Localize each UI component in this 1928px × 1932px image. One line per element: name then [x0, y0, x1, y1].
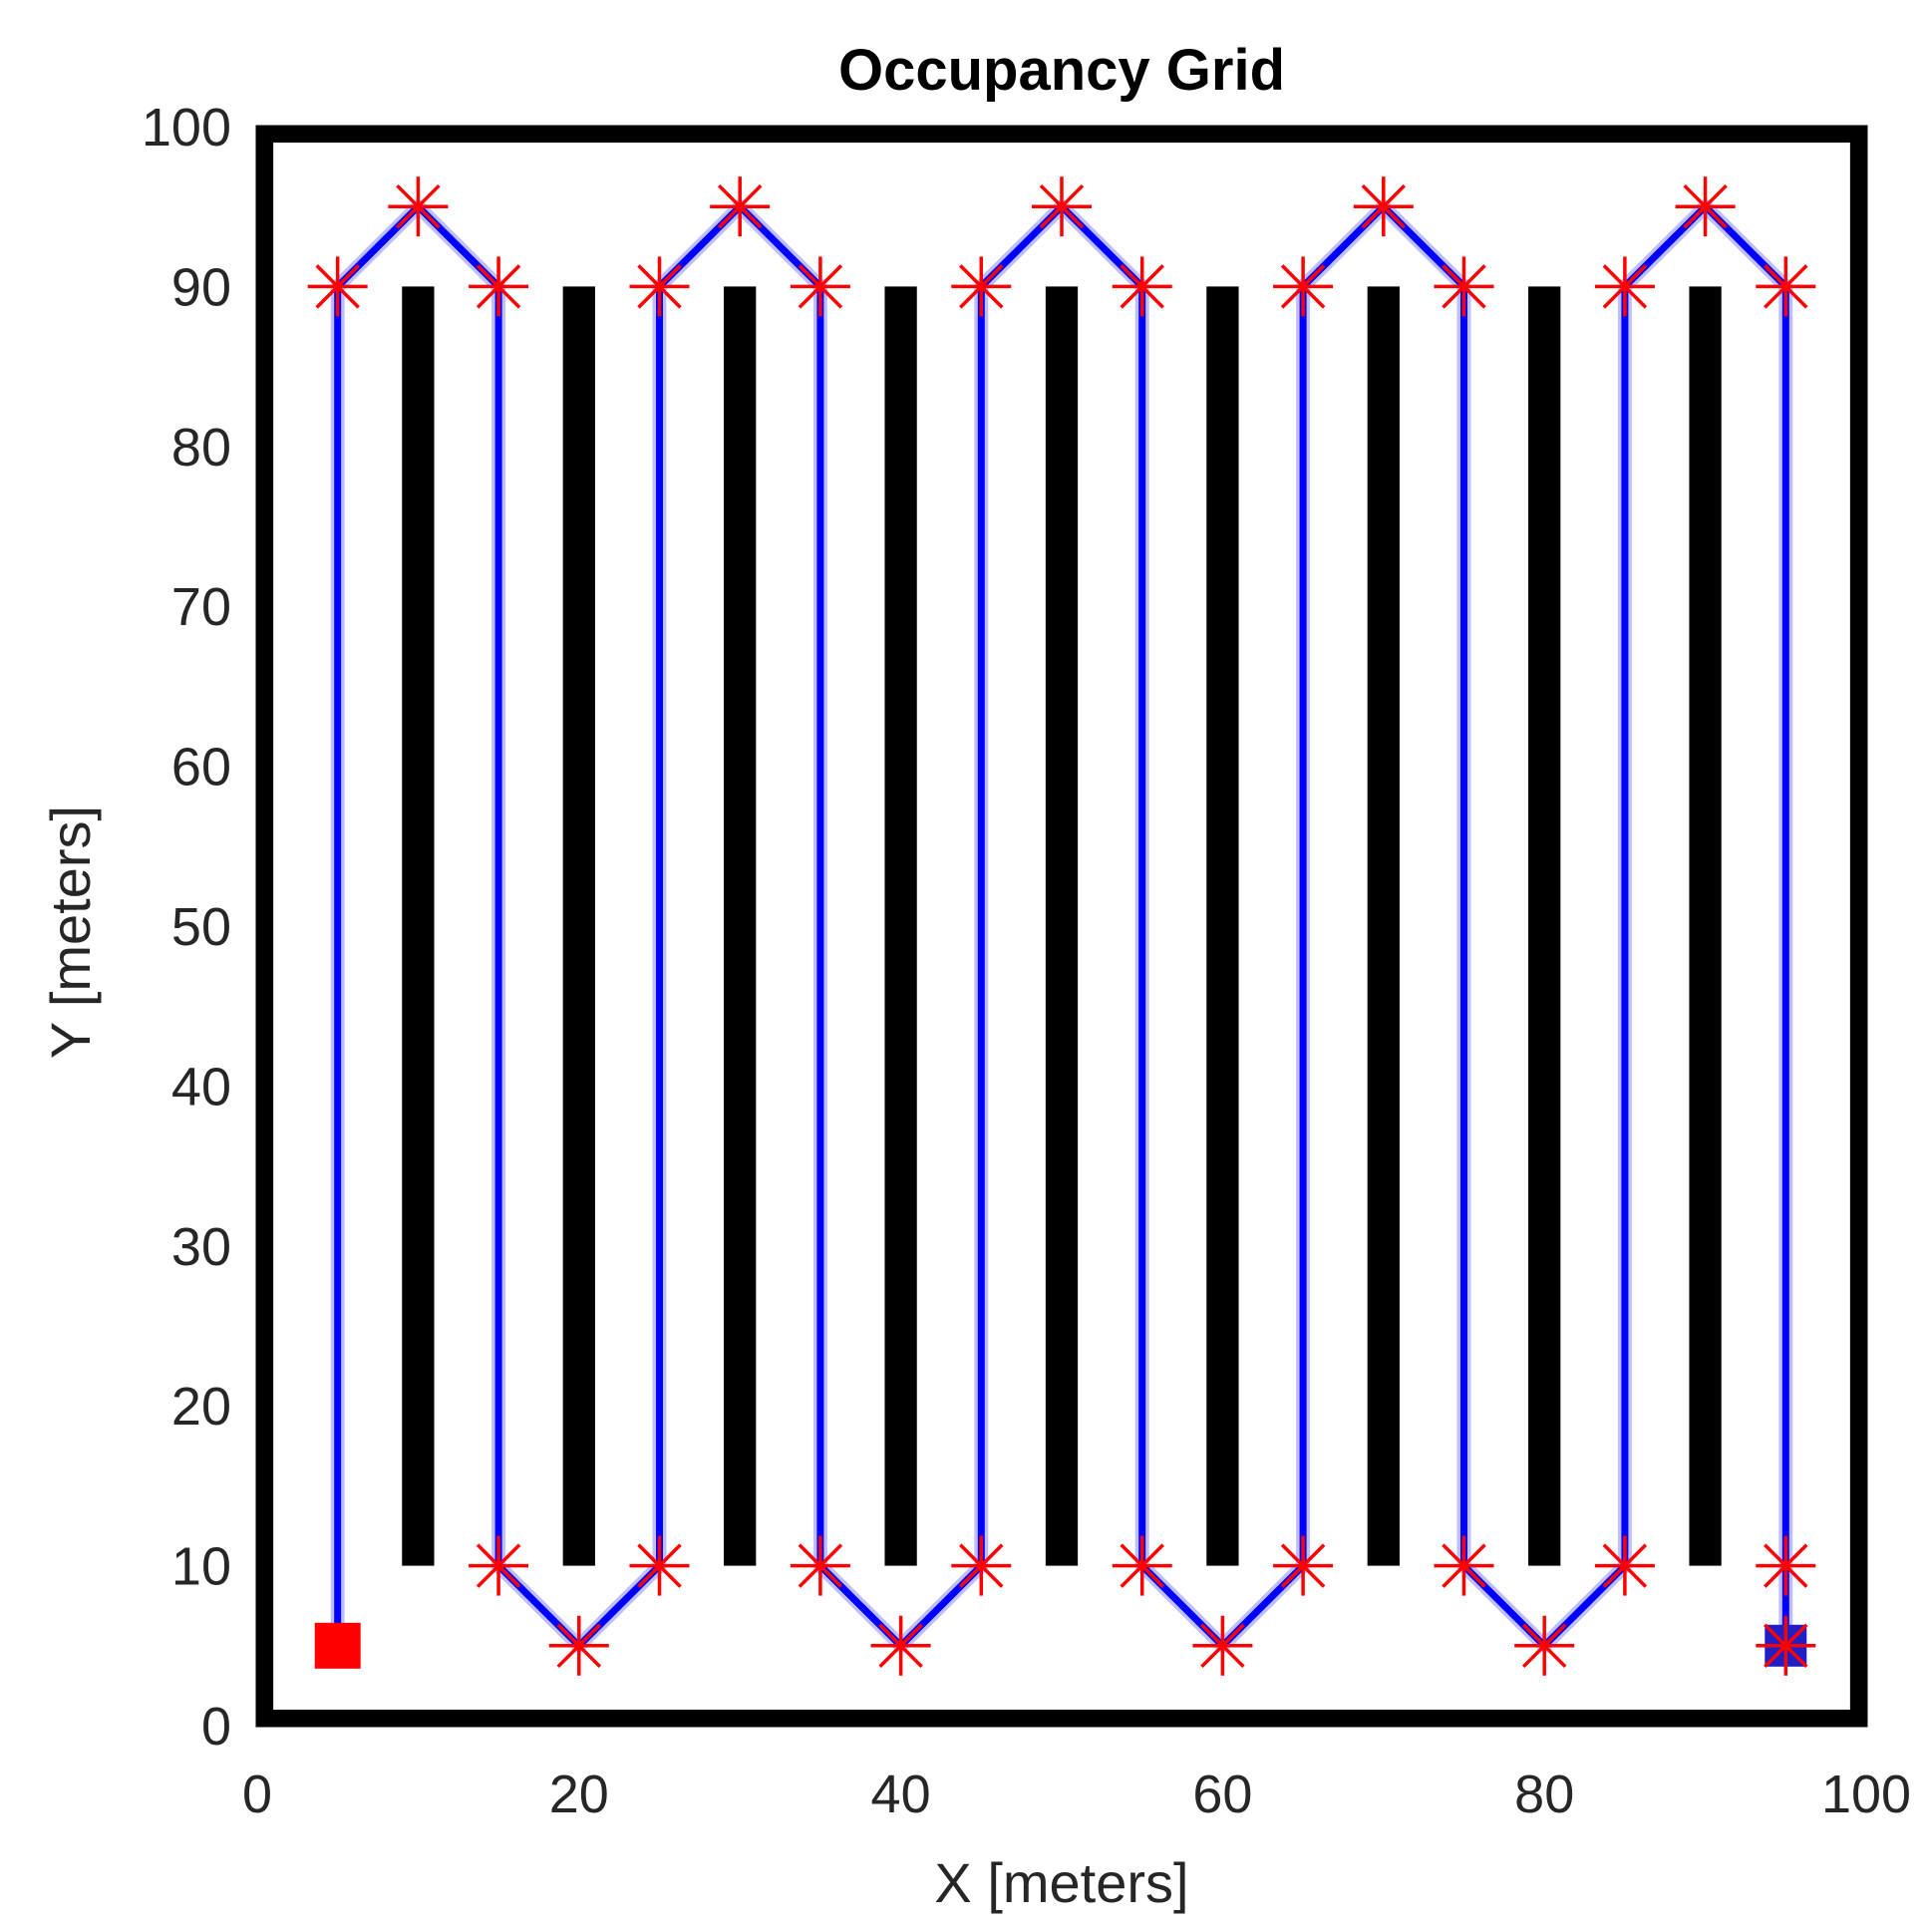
obstacle-2 [724, 286, 757, 1566]
obstacle-1 [562, 286, 595, 1566]
waypoint-marker [1112, 1535, 1172, 1596]
waypoint-marker [629, 256, 690, 317]
plot-area [255, 125, 1868, 1728]
waypoint-marker [548, 1615, 609, 1676]
waypoint-marker [870, 1615, 931, 1676]
chart-title: Occupancy Grid [838, 38, 1285, 103]
x-tick-label: 0 [242, 1765, 272, 1824]
waypoint-marker [1353, 176, 1414, 237]
waypoint-marker [1434, 1535, 1494, 1596]
x-tick-label: 60 [1192, 1765, 1252, 1824]
y-axis-label: Y [meters] [39, 805, 102, 1059]
waypoint-marker [1192, 1615, 1253, 1676]
waypoint-marker [1675, 176, 1736, 237]
waypoint-marker [1273, 256, 1334, 317]
waypoint-marker [1514, 1615, 1575, 1676]
obstacle-9 [257, 1709, 1866, 1726]
waypoint-marker [1112, 256, 1172, 317]
waypoint-marker [1594, 256, 1655, 317]
y-tick-label: 100 [142, 98, 231, 158]
waypoint-marker [388, 176, 449, 237]
obstacle-8 [1689, 286, 1722, 1566]
y-tick-label: 20 [171, 1377, 231, 1437]
y-tick-label: 60 [171, 738, 231, 798]
waypoint-marker [469, 1535, 529, 1596]
waypoint-marker [951, 256, 1012, 317]
waypoint-marker [1434, 256, 1494, 317]
obstacle-7 [1528, 286, 1561, 1566]
x-tick-label: 100 [1821, 1765, 1911, 1824]
waypoint-marker [790, 1535, 850, 1596]
tick-labels: 0 20 40 60 80 100 0 10 20 30 40 50 60 70 80 90 100 [142, 98, 1911, 1824]
obstacle-3 [884, 286, 917, 1566]
waypoint-marker [1756, 1535, 1816, 1596]
obstacle-6 [1367, 286, 1400, 1566]
waypoint-marker [469, 256, 529, 317]
waypoint-marker [1756, 256, 1816, 317]
waypoint-marker [1032, 176, 1092, 237]
waypoint-marker [951, 1535, 1012, 1596]
waypoint-marker [307, 256, 368, 317]
y-tick-label: 90 [171, 257, 231, 317]
x-tick-label: 20 [549, 1765, 609, 1824]
waypoint-marker [790, 256, 850, 317]
obstacle-10 [257, 127, 1866, 144]
obstacle-5 [1206, 286, 1239, 1566]
obstacle-4 [1045, 286, 1079, 1566]
y-tick-label: 70 [171, 577, 231, 637]
y-tick-label: 80 [171, 418, 231, 478]
waypoint-marker [629, 1535, 690, 1596]
waypoint-marker [1756, 1615, 1816, 1676]
x-tick-label: 40 [871, 1765, 931, 1824]
y-tick-label: 0 [201, 1697, 231, 1757]
y-tick-label: 30 [171, 1217, 231, 1277]
x-tick-label: 80 [1514, 1765, 1574, 1824]
waypoint-marker [1273, 1535, 1334, 1596]
obstacle-0 [402, 286, 435, 1566]
y-tick-label: 40 [171, 1057, 231, 1117]
obstacle-11 [257, 127, 274, 1726]
axes-frame [255, 125, 1868, 1728]
y-tick-label: 10 [171, 1537, 231, 1597]
y-tick-label: 50 [171, 897, 231, 957]
obstacle-12 [1849, 127, 1866, 1726]
waypoint-marker [710, 176, 771, 237]
x-axis-label: X [meters] [934, 1851, 1188, 1914]
start-marker [314, 1622, 361, 1669]
waypoint-marker [1594, 1535, 1655, 1596]
